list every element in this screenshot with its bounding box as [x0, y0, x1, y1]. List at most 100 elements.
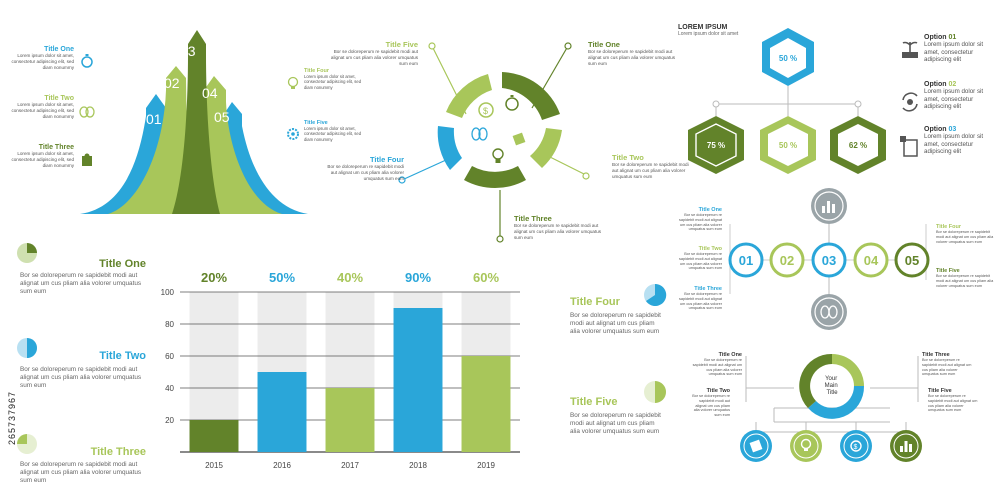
flow-left-item-2: Title Two Bor se doloreperum re sapidebi… [676, 246, 722, 271]
arrow-number-02: 02 [164, 75, 180, 91]
flow-left-item-1: Title One Bor se doloreperum re sapidebi… [676, 207, 722, 232]
left-list-item-3: Title Three [36, 446, 146, 458]
tree-item-title: Title Five [928, 388, 952, 394]
flow-number-02: 02 [780, 253, 794, 268]
x-tick-label: 2016 [273, 461, 291, 470]
ring-label-title-two: Title Two Bor se doloreperum re sapidebi… [612, 153, 696, 180]
ring-side-item-five: Title Five Lorem ipsum dolor sit amet, c… [304, 120, 364, 142]
mid-list-title: Title Five [570, 396, 618, 408]
tree-center-line: Your [825, 376, 837, 382]
flow-number-04: 04 [864, 253, 879, 268]
left-list-body-3: Bor se doloreperum re sapidebit modi aut… [20, 461, 146, 486]
ring-segment-blue [437, 126, 462, 170]
y-tick-label: 80 [165, 320, 174, 329]
option-number: 02 [948, 81, 957, 88]
flow-top-circle [811, 188, 847, 224]
tree-item-title: Title Two [706, 388, 730, 394]
tree-center-line: Main [825, 383, 838, 389]
pie-icon-blue [644, 283, 667, 306]
cycle-icon [902, 92, 918, 112]
left-list-body: Bor se doloreperum re sapidebit modi aut… [20, 366, 142, 390]
tree-item-title: Title Three [922, 352, 950, 358]
flow-circle-03: 03 [811, 242, 847, 278]
ring-side-item-four: Title Four Lorem ipsum dolor sit amet, c… [304, 68, 364, 90]
tree-center-title: Your Main Title [825, 376, 840, 396]
arrow-item-3: Title Three Lorem ipsum dolor sit amet, … [10, 144, 74, 169]
flow-bottom-circle [811, 294, 847, 330]
ring-label-title: Title Four [369, 155, 404, 164]
ring-label-title-five: Title Five Bor se doloreperum re sapideb… [326, 40, 418, 67]
x-tick-label: 2017 [341, 461, 359, 470]
tree-item-body: Bor se doloreperum re sapidebit modi aut… [922, 358, 972, 377]
flow-item-title: Title Three [694, 286, 722, 292]
bar [393, 308, 443, 452]
ring-side-icons [287, 76, 299, 140]
bar [325, 388, 375, 452]
flow-left-item-3: Title Three Bor se doloreperum re sapide… [676, 286, 722, 311]
hex-top-value: 50 % [779, 54, 797, 63]
bar-value-label: 50% [269, 270, 295, 285]
tree-item-title-three: Title Three Bor se doloreperum re sapide… [922, 352, 974, 377]
stopwatch-icon [505, 95, 519, 111]
option-number: 03 [948, 126, 957, 133]
flow-circle-02: 02 [769, 242, 805, 278]
arrow-item-body: Lorem ipsum dolor sit amet, consectetur … [11, 102, 74, 119]
hex-subtitle: Lorem ipsum dolor sit amet [678, 31, 739, 37]
ring-side-title: Title Five [304, 120, 328, 126]
plant-icon [902, 41, 918, 58]
svg-text:$: $ [854, 444, 858, 451]
tree-item-body: Bor se doloreperum re sapidebit modi aut… [692, 358, 742, 377]
arrow-04 [202, 76, 282, 214]
tree-item-title: Title One [718, 352, 742, 358]
arrow-item-icons [79, 54, 95, 166]
ring-label-title: Title One [588, 40, 620, 49]
flow-circle-04: 04 [853, 242, 889, 278]
tree-circle-1 [740, 430, 772, 462]
tree-item-title-one: Title One Bor se doloreperum re sapidebi… [690, 352, 742, 377]
hex-title: LOREM IPSUM [678, 24, 728, 31]
flow-number-03: 03 [822, 253, 836, 268]
arrow-number-03: 03 [180, 43, 196, 59]
ring-label-title-four: Title Four Bor se doloreperum re sapideb… [322, 155, 404, 182]
mid-list-icons [644, 283, 667, 403]
stopwatch-icon [81, 54, 93, 68]
option-label: Option [924, 126, 947, 133]
mid-list-title: Title Four [570, 296, 620, 308]
flow-item-body: Bor se doloreperum re sapidebit modi aut… [678, 292, 722, 311]
option-label: Option [924, 34, 947, 41]
brain-icon [820, 305, 838, 319]
arrow-item-2: Title Two Lorem ipsum dolor sit amet, co… [10, 95, 74, 120]
puzzle-icon [749, 439, 763, 453]
arrow-number-01: 01 [146, 111, 162, 127]
ring-label-body: Bor se doloreperum re sapidebit modi aut… [327, 164, 404, 181]
option-01: Option 01 Lorem ipsum dolor sit amet, co… [924, 34, 998, 64]
bar-chart: 20 40 60 80 100 20% 2015 50% 2016 40% 2017 90% 2018 6… [161, 270, 520, 470]
left-list-icons [17, 243, 37, 454]
ring-segment-green-right [530, 128, 562, 168]
flow-right-item-2: Title Five Bor se doloreperum re sapideb… [936, 268, 994, 288]
tree-item-title-two: Title Two Bor se doloreperum re sapidebi… [690, 388, 730, 418]
y-tick-label: 20 [165, 416, 174, 425]
y-tick-label: 100 [161, 288, 175, 297]
pie-icon-blue [17, 338, 37, 358]
left-list-item-1: Title One [36, 258, 146, 270]
ring-label-body: Bor se doloreperum re sapidebit modi aut… [330, 49, 418, 66]
flow-item-title: Title One [698, 207, 722, 213]
flow-item-title: Title Five [936, 268, 960, 274]
flow-number-01: 01 [739, 253, 753, 268]
tree-ring-dark [799, 353, 832, 408]
pie-icon-light-green [644, 381, 666, 403]
tree-item-body: Bor se doloreperum re sapidebit modi aut… [928, 394, 978, 413]
ring-label-title-one: Title One Bor se doloreperum re sapidebi… [588, 40, 684, 67]
dollar-icon: $ [850, 440, 862, 452]
tree-circle-2 [790, 430, 822, 462]
ring-segment-green-light [446, 74, 492, 118]
y-tick-label: 40 [165, 384, 174, 393]
puzzle-icon [82, 153, 92, 166]
x-tick-label: 2018 [409, 461, 427, 470]
option-02: Option 02 Lorem ipsum dolor sit amet, co… [924, 81, 998, 111]
ring-side-title: Title Four [304, 68, 329, 74]
tree-diagram: Your Main Title $ [740, 353, 922, 462]
left-list-body-2: Bor se doloreperum re sapidebit modi aut… [20, 366, 146, 391]
bar-chart-icon [822, 201, 835, 213]
